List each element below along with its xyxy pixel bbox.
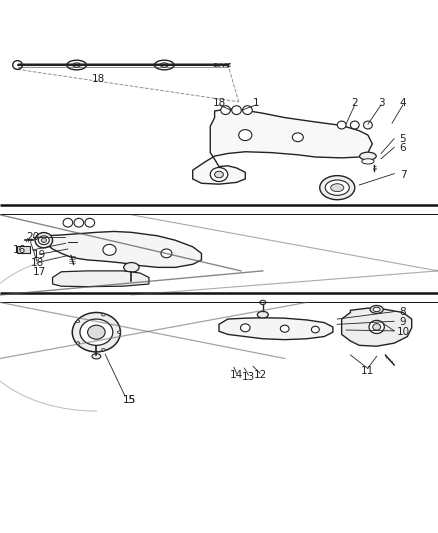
Text: 6: 6 (399, 143, 406, 154)
Ellipse shape (67, 242, 77, 246)
Text: 17: 17 (33, 267, 46, 277)
Text: 18: 18 (31, 259, 44, 269)
Text: 16: 16 (13, 245, 26, 255)
Ellipse shape (76, 342, 80, 344)
Ellipse shape (117, 331, 121, 334)
Text: 18: 18 (212, 98, 226, 108)
Polygon shape (219, 318, 333, 340)
Ellipse shape (161, 249, 172, 258)
Ellipse shape (80, 319, 113, 345)
Ellipse shape (331, 184, 344, 191)
Text: 7: 7 (399, 169, 406, 180)
Ellipse shape (73, 63, 81, 67)
Ellipse shape (13, 61, 22, 69)
Text: 11: 11 (361, 366, 374, 376)
Text: 10: 10 (396, 327, 410, 337)
Ellipse shape (67, 60, 86, 70)
Ellipse shape (35, 232, 53, 248)
Ellipse shape (320, 175, 355, 200)
Ellipse shape (154, 60, 174, 70)
Ellipse shape (293, 133, 304, 142)
Ellipse shape (364, 121, 372, 129)
Ellipse shape (74, 219, 84, 227)
Ellipse shape (103, 245, 116, 255)
Text: 14: 14 (230, 370, 243, 380)
Ellipse shape (369, 320, 385, 334)
Ellipse shape (92, 354, 101, 359)
Ellipse shape (232, 106, 241, 115)
Ellipse shape (239, 130, 252, 141)
Ellipse shape (88, 325, 105, 339)
Ellipse shape (127, 279, 136, 285)
Ellipse shape (373, 307, 380, 312)
Ellipse shape (243, 106, 252, 115)
Ellipse shape (325, 180, 350, 195)
Ellipse shape (39, 236, 49, 245)
Ellipse shape (85, 219, 95, 227)
Ellipse shape (124, 263, 139, 272)
Text: 18: 18 (92, 74, 105, 84)
FancyBboxPatch shape (17, 246, 30, 253)
Text: 5: 5 (399, 134, 406, 144)
Text: 9: 9 (399, 317, 406, 327)
Ellipse shape (362, 159, 374, 164)
Polygon shape (53, 271, 149, 287)
Ellipse shape (350, 121, 359, 129)
Ellipse shape (102, 313, 105, 316)
Text: 12: 12 (254, 370, 267, 380)
Text: 4: 4 (399, 98, 406, 108)
Text: 3: 3 (378, 98, 385, 108)
Text: 2: 2 (351, 98, 358, 108)
Text: 13: 13 (242, 373, 255, 382)
Ellipse shape (373, 324, 381, 330)
Text: 8: 8 (399, 308, 406, 318)
Ellipse shape (240, 324, 250, 332)
Ellipse shape (221, 106, 230, 115)
Ellipse shape (76, 320, 80, 322)
Text: 15: 15 (123, 394, 136, 405)
Text: 15: 15 (123, 394, 136, 405)
Ellipse shape (102, 349, 105, 351)
Polygon shape (44, 231, 201, 268)
Text: 19: 19 (33, 249, 46, 260)
Ellipse shape (215, 171, 223, 178)
Ellipse shape (370, 305, 383, 313)
Text: 1: 1 (253, 98, 260, 108)
Ellipse shape (260, 300, 266, 304)
Ellipse shape (160, 63, 168, 67)
Ellipse shape (68, 247, 76, 251)
Ellipse shape (257, 311, 268, 318)
Ellipse shape (337, 121, 346, 129)
Ellipse shape (311, 326, 319, 333)
Ellipse shape (360, 152, 376, 160)
Polygon shape (342, 308, 412, 346)
Polygon shape (193, 109, 372, 184)
Ellipse shape (210, 167, 228, 182)
Ellipse shape (63, 219, 73, 227)
Ellipse shape (72, 312, 120, 352)
Ellipse shape (280, 325, 289, 332)
Text: 20: 20 (26, 232, 39, 242)
Ellipse shape (41, 238, 46, 243)
